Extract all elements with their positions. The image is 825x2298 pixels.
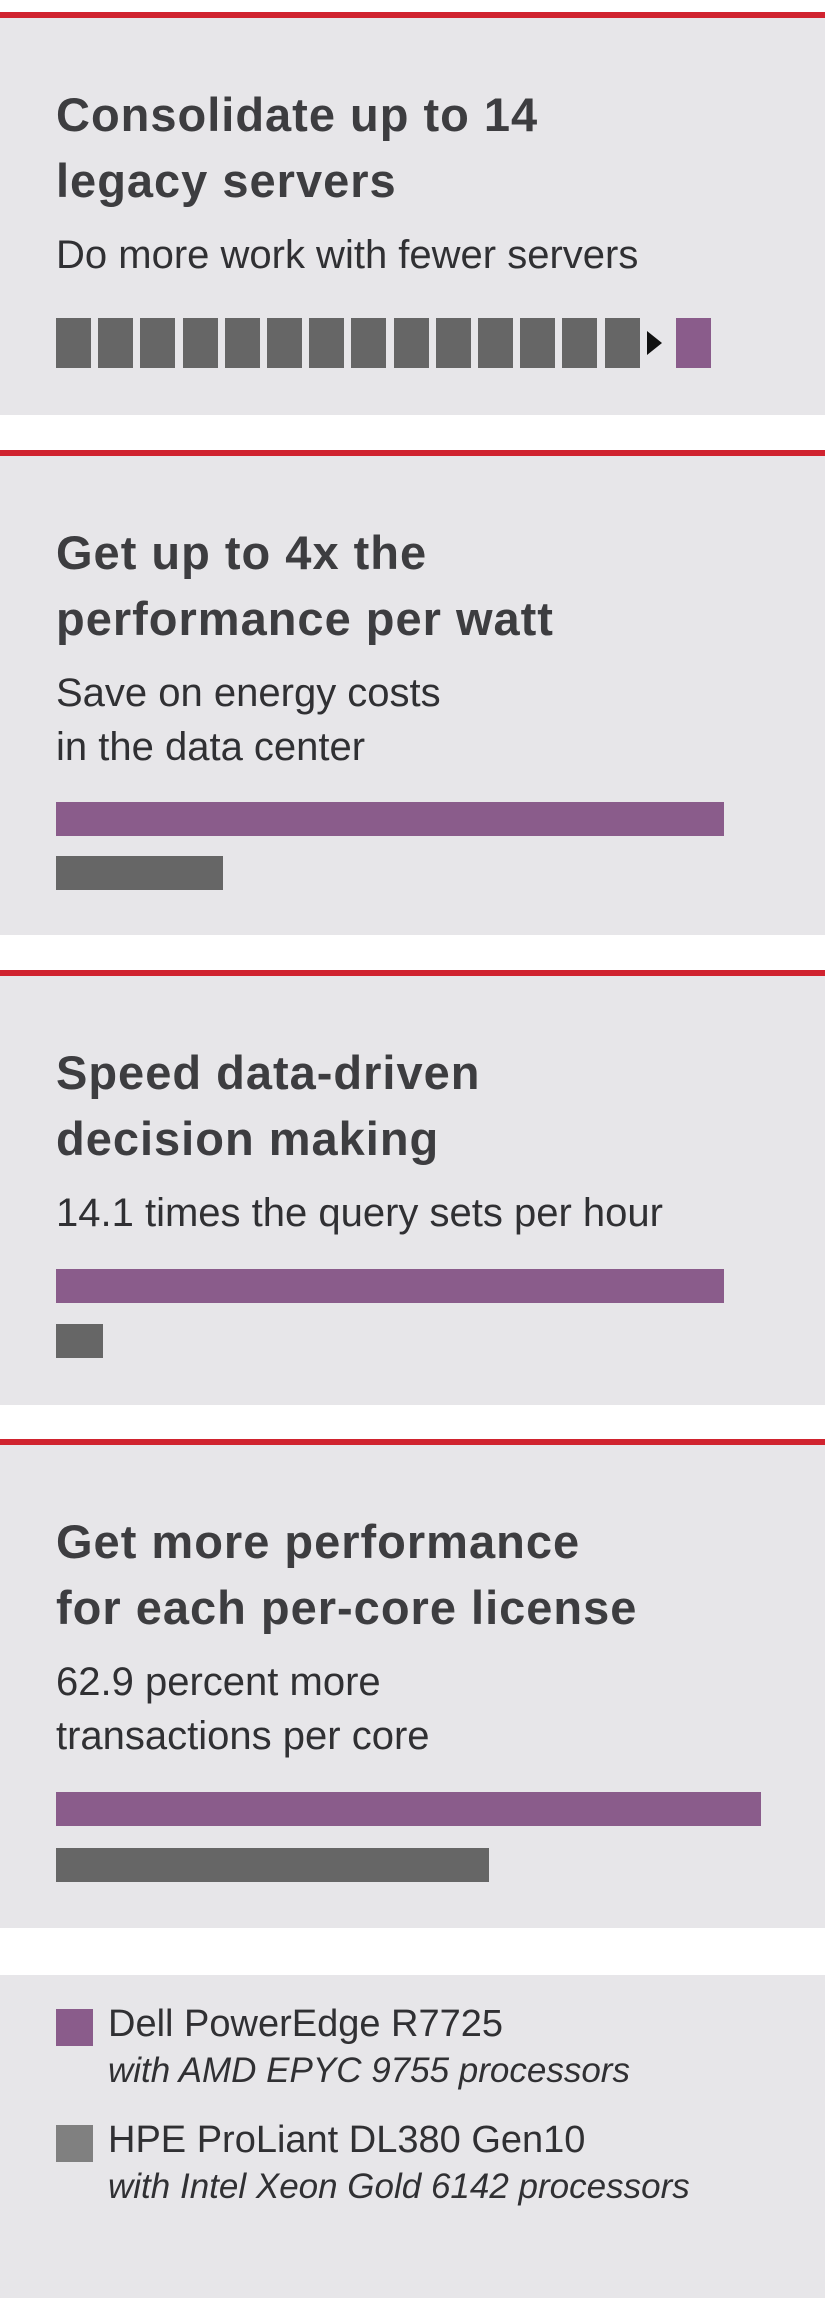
hpe-legend-swatch	[56, 2125, 93, 2162]
legacy-server-icon	[140, 318, 175, 368]
dell-legend-desc: with AMD EPYC 9755 processors	[108, 2051, 630, 2090]
card-headline-line1: Consolidate up to 14	[56, 88, 539, 141]
consolidation-card: Consolidate up to 14 legacy servers Do m…	[0, 12, 825, 415]
hpe-bar	[56, 1324, 103, 1358]
legacy-server-icon	[478, 318, 513, 368]
card-subtitle-line2: in the data center	[56, 725, 366, 769]
legacy-server-icon	[98, 318, 133, 368]
card-subtitle-line1: Do more work with fewer servers	[56, 233, 639, 277]
legacy-server-icon	[394, 318, 429, 368]
legacy-server-icon	[225, 318, 260, 368]
card-headline-line2: for each per-core license	[56, 1581, 638, 1634]
dell-legend-name: Dell PowerEdge R7725	[108, 2003, 504, 2045]
card-subtitle-line1: Save on energy costs	[56, 671, 441, 715]
legacy-server-icon	[267, 318, 302, 368]
legacy-server-icon	[309, 318, 344, 368]
card-top-rule	[0, 970, 825, 976]
dell-bar	[56, 1269, 724, 1303]
query-sets-card: Speed data-driven decision making 14.1 t…	[0, 970, 825, 1405]
legacy-server-icon	[183, 318, 218, 368]
card-headline-line1: Get more performance	[56, 1515, 581, 1568]
card-subtitle-line1: 62.9 percent more	[56, 1660, 381, 1704]
dell-bar	[56, 802, 724, 836]
perf-per-watt-card: Get up to 4x the performance per watt Sa…	[0, 450, 825, 935]
card-subtitle-line2: transactions per core	[56, 1714, 430, 1758]
card-top-rule	[0, 450, 825, 456]
legacy-server-icon	[605, 318, 640, 368]
hpe-legend-name: HPE ProLiant DL380 Gen10	[108, 2119, 586, 2161]
legacy-server-icon	[56, 318, 91, 368]
card-headline-line2: decision making	[56, 1112, 440, 1165]
per-core-license-card: Get more performance for each per-core l…	[0, 1439, 825, 1928]
new-server-icon	[676, 318, 711, 368]
legacy-server-icon	[436, 318, 471, 368]
dell-bar	[56, 1792, 761, 1826]
card-headline-line2: performance per watt	[56, 592, 554, 645]
legacy-server-icon	[520, 318, 555, 368]
card-headline-line2: legacy servers	[56, 154, 397, 207]
dell-legend-swatch	[56, 2009, 93, 2046]
hpe-bar	[56, 1848, 489, 1882]
card-headline-line1: Speed data-driven	[56, 1046, 481, 1099]
hpe-bar	[56, 856, 223, 890]
card-top-rule	[0, 12, 825, 18]
card-headline-line1: Get up to 4x the	[56, 526, 428, 579]
card-subtitle-line1: 14.1 times the query sets per hour	[56, 1191, 663, 1235]
card-top-rule	[0, 1439, 825, 1445]
legend: Dell PowerEdge R7725 with AMD EPYC 9755 …	[0, 1975, 825, 2298]
arrow-icon	[647, 331, 662, 355]
legacy-server-icon	[351, 318, 386, 368]
legacy-server-icon	[562, 318, 597, 368]
server-icon-array	[0, 12, 825, 415]
hpe-legend-desc: with Intel Xeon Gold 6142 processors	[108, 2167, 690, 2206]
